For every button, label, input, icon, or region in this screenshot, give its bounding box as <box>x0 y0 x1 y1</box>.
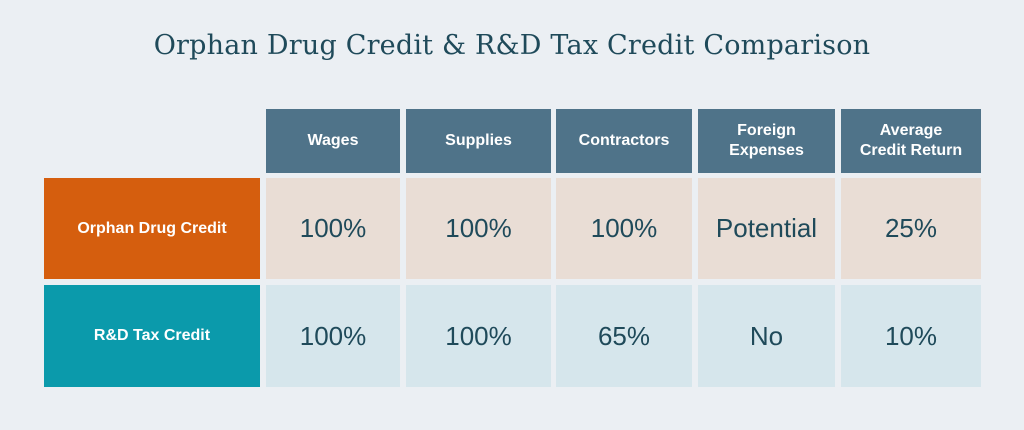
table-cell: Potential <box>698 178 835 279</box>
table-cell: 100% <box>266 178 400 279</box>
column-header-foreign-expenses: Foreign Expenses <box>698 109 835 173</box>
row-header-orphan-drug-credit: Orphan Drug Credit <box>44 178 260 279</box>
column-header-average-credit-return: Average Credit Return <box>841 109 981 173</box>
table-cell: 100% <box>266 285 400 387</box>
table-cell: No <box>698 285 835 387</box>
table-cell: 100% <box>406 285 551 387</box>
table-cell: 100% <box>406 178 551 279</box>
table-cell: 100% <box>556 178 692 279</box>
table-cell: 25% <box>841 178 981 279</box>
row-header-rd-tax-credit: R&D Tax Credit <box>44 285 260 387</box>
page-title: Orphan Drug Credit & R&D Tax Credit Comp… <box>0 30 1024 61</box>
column-header-wages: Wages <box>266 109 400 173</box>
column-header-contractors: Contractors <box>556 109 692 173</box>
table-cell: 65% <box>556 285 692 387</box>
column-header-supplies: Supplies <box>406 109 551 173</box>
table-cell: 10% <box>841 285 981 387</box>
